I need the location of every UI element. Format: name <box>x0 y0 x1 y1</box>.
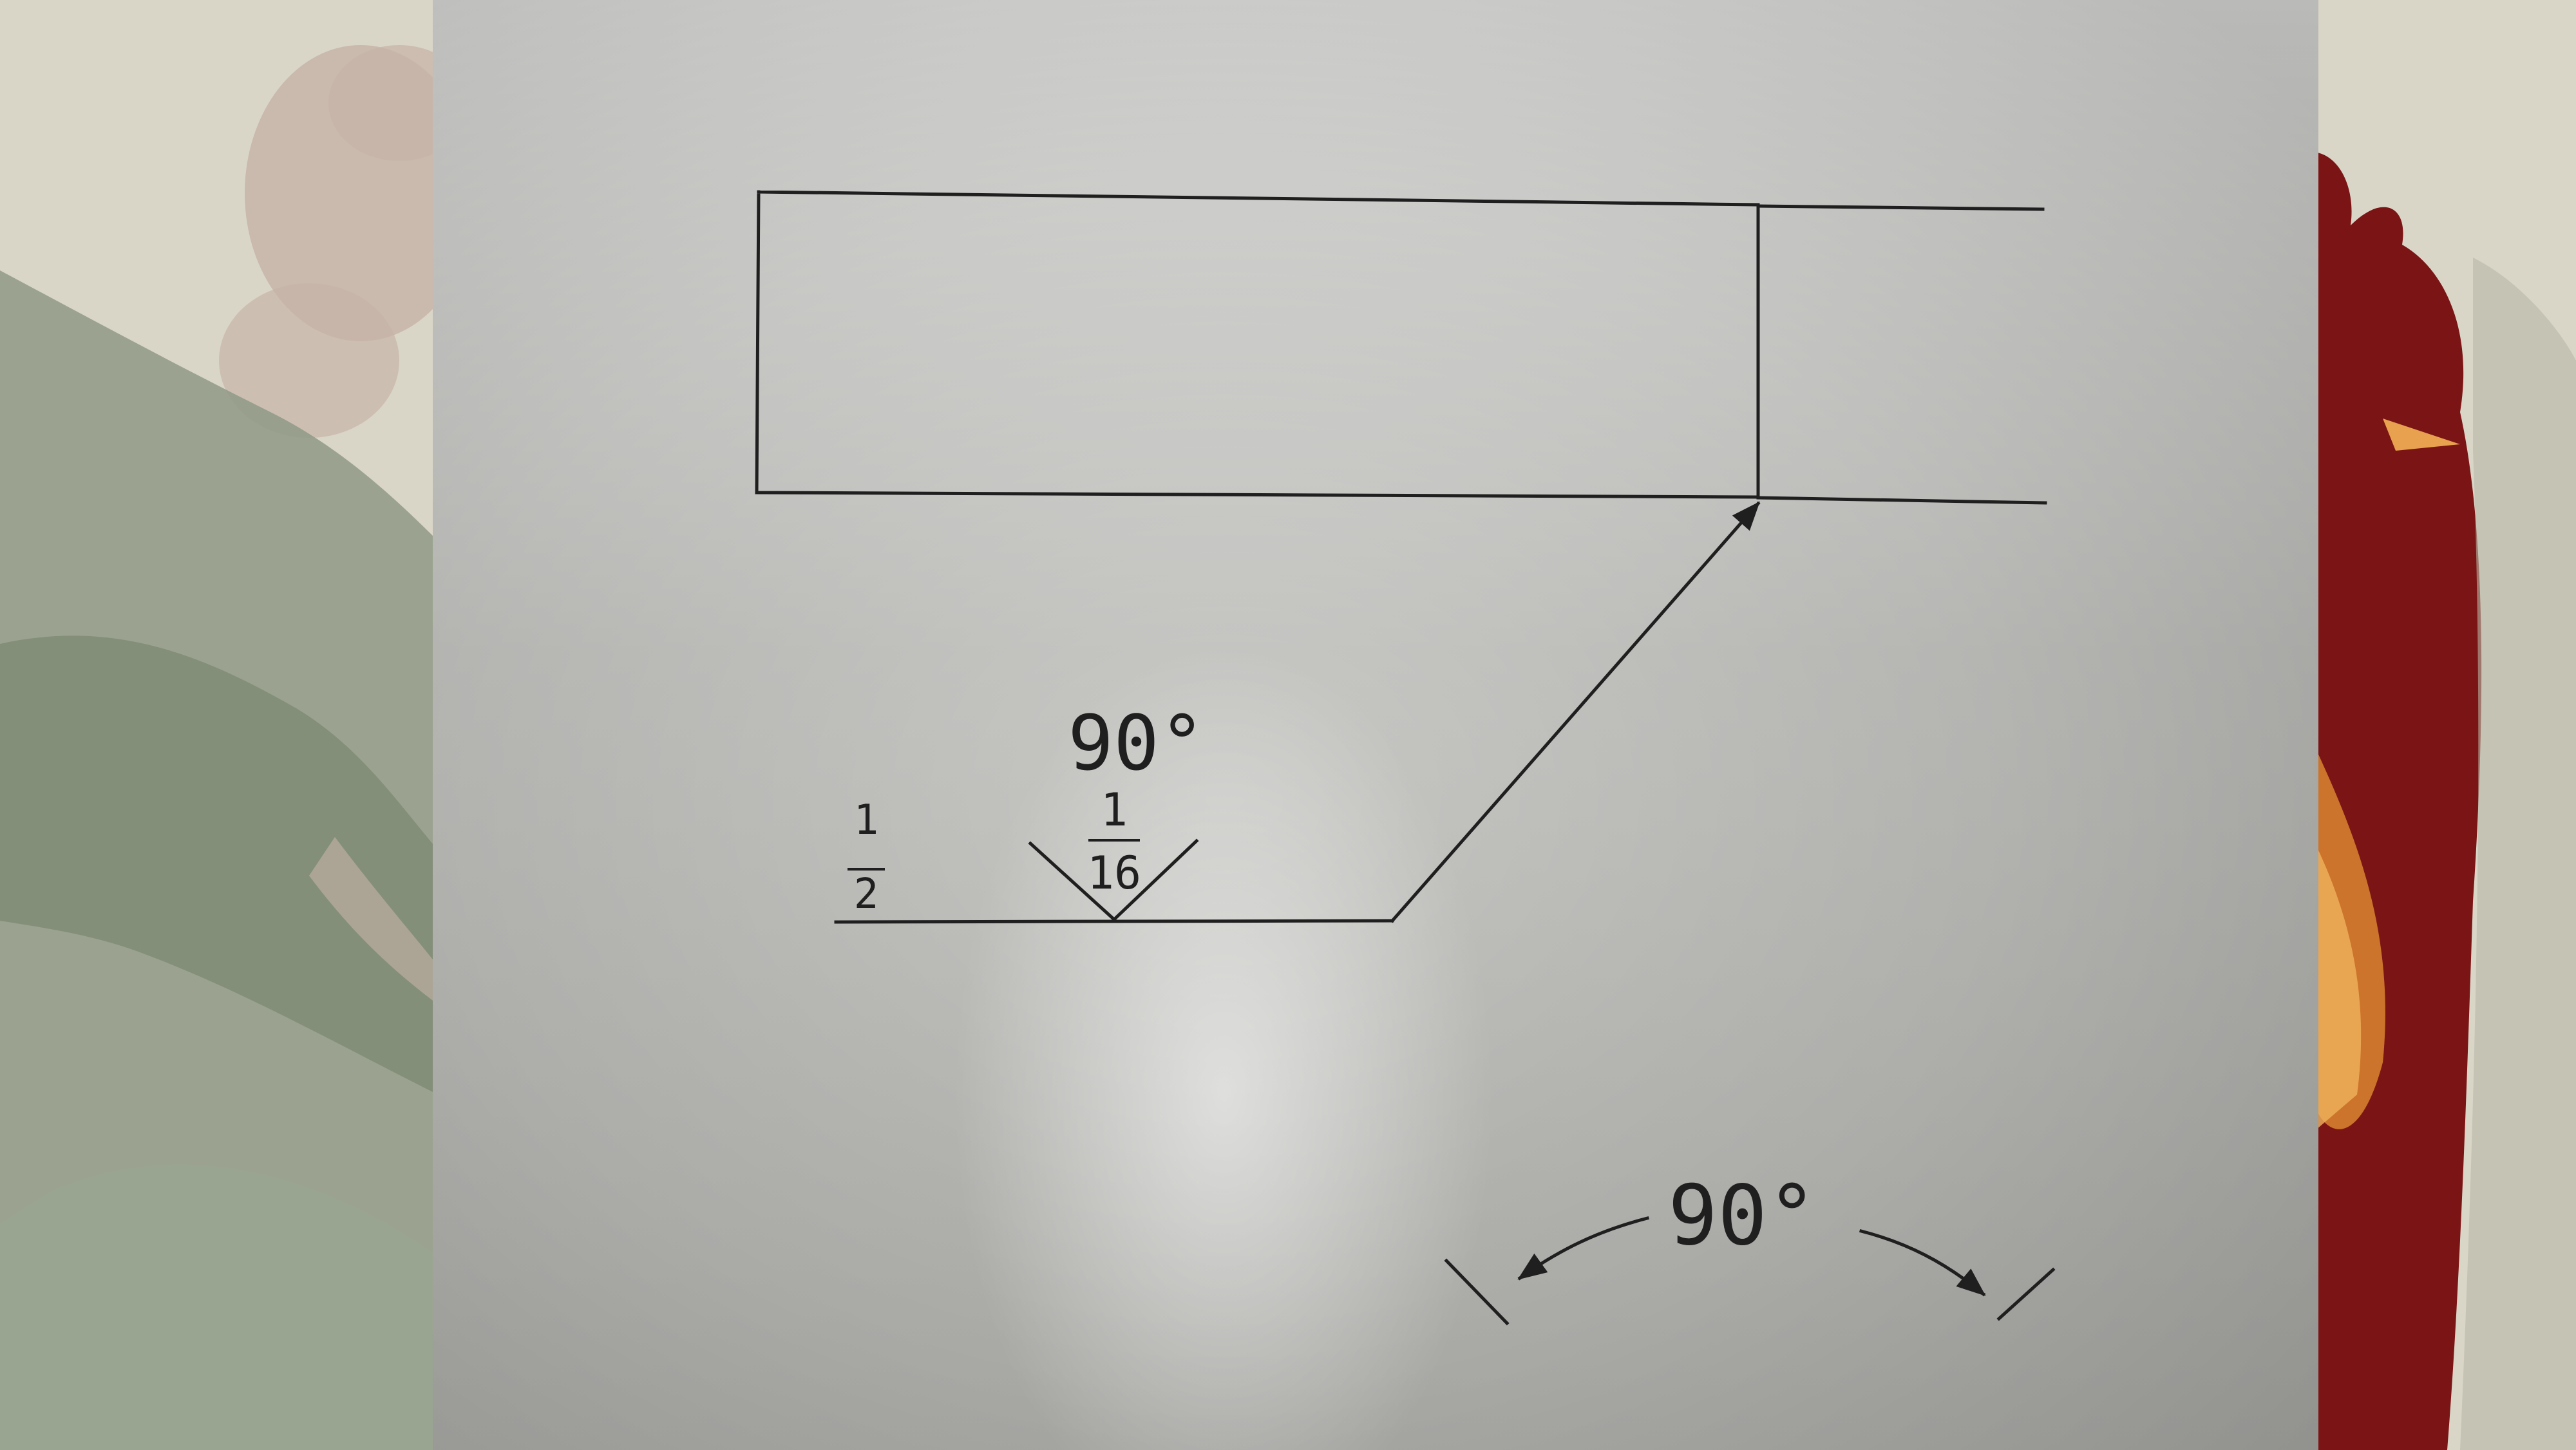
depth-numerator: 1 <box>854 796 879 844</box>
detail-left-tick <box>1444 1258 1510 1326</box>
detail-arc-right <box>1859 1229 1986 1297</box>
groove-angle-label: 90° <box>1068 699 1205 787</box>
depth-denominator: 2 <box>854 871 879 918</box>
paper-sheet <box>433 0 2318 1450</box>
light-glare <box>953 644 1494 1450</box>
left-pattern <box>0 45 477 1450</box>
detail-arc-left <box>1517 1216 1650 1281</box>
right-plate-bottom-edge <box>1756 496 2047 505</box>
rooster-decoration <box>2299 152 2576 1450</box>
included-angle-label: 90° <box>1668 1168 1817 1264</box>
detail-right-tick <box>1996 1267 2056 1321</box>
v-groove-symbol <box>1028 838 1199 922</box>
weld-drawing <box>755 190 2056 1326</box>
leader-line <box>1390 501 1761 923</box>
root-opening-numerator: 1 <box>1101 784 1128 836</box>
root-opening-denominator: 16 <box>1087 847 1141 899</box>
right-plate-top-edge <box>1756 204 2045 211</box>
drawing-labels: 90° 1 2 1 16 90° <box>854 699 1817 1264</box>
